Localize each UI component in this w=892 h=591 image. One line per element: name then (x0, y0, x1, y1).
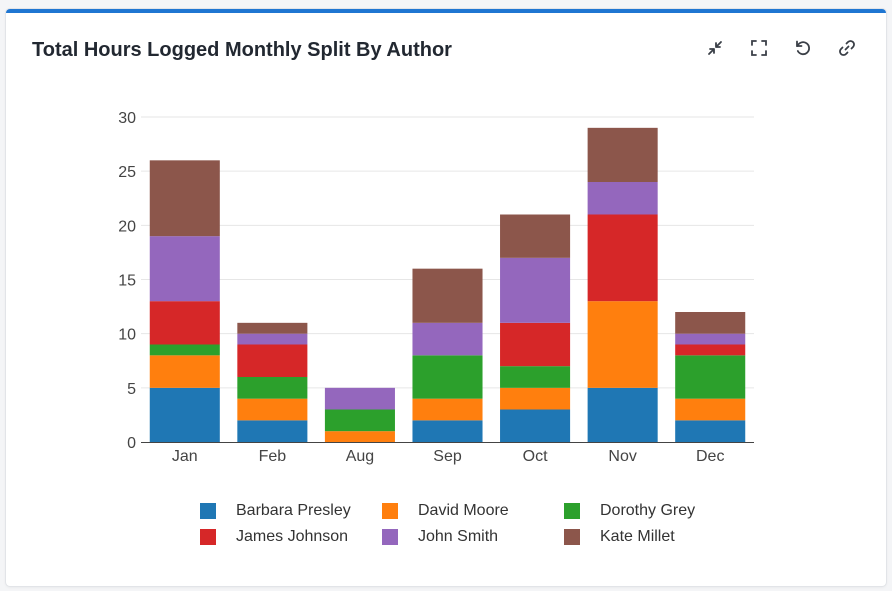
x-tick-label: Nov (608, 448, 636, 465)
y-tick-label: 5 (127, 381, 136, 398)
y-tick-label: 0 (127, 435, 136, 452)
y-tick-label: 30 (118, 110, 136, 127)
x-tick-label: Aug (346, 448, 374, 465)
legend-swatch (200, 529, 216, 545)
bar-segment[interactable] (500, 257, 571, 323)
legend-item[interactable]: Dorothy Grey (564, 501, 746, 521)
card-toolbar (704, 37, 858, 59)
bar-segment[interactable] (237, 377, 308, 399)
y-tick-label: 20 (118, 218, 136, 235)
bar-segment[interactable] (587, 301, 658, 388)
card-accent-bar (6, 9, 886, 13)
link-icon[interactable] (836, 37, 858, 59)
stacked-bar-chart: 0 5 10 15 20 25 30 Jan Feb Aug Sep Oct Nov Dec (118, 110, 754, 465)
bar-segment[interactable] (324, 409, 395, 432)
legend-item[interactable]: Kate Millet (564, 527, 746, 547)
bar-segment[interactable] (587, 182, 658, 215)
legend-label: Barbara Presley (236, 502, 351, 519)
bar-segment[interactable] (587, 214, 658, 302)
legend-label: Dorothy Grey (600, 502, 696, 519)
legend-label: James Johnson (236, 528, 349, 545)
legend-swatch (564, 529, 580, 545)
chart-card: Total Hours Logged Monthly Split By Auth… (6, 9, 886, 586)
bar-segment[interactable] (237, 322, 308, 334)
y-tick-label: 10 (118, 327, 136, 344)
bar-segment[interactable] (324, 387, 395, 410)
bar-segment[interactable] (412, 420, 483, 442)
legend-item[interactable]: David Moore (382, 501, 564, 521)
bar-segment[interactable] (237, 344, 308, 378)
x-tick-label: Oct (523, 448, 548, 465)
y-tick-label: 25 (118, 164, 136, 181)
y-tick-label: 15 (118, 273, 136, 290)
legend-swatch (200, 503, 216, 519)
legend-item[interactable]: Barbara Presley (200, 501, 382, 521)
fullscreen-icon[interactable] (748, 37, 770, 59)
bar-segment[interactable] (412, 398, 483, 421)
bar-segment[interactable] (500, 387, 571, 410)
bar-segment[interactable] (237, 420, 308, 442)
bar-segment[interactable] (500, 322, 571, 367)
collapse-icon[interactable] (704, 37, 726, 59)
bar-segment[interactable] (675, 355, 746, 399)
bar-segment[interactable] (149, 387, 220, 442)
chart-title: Total Hours Logged Monthly Split By Auth… (32, 39, 452, 61)
bar-segment[interactable] (500, 214, 571, 258)
legend-item[interactable]: James Johnson (200, 527, 382, 547)
bar-segment[interactable] (587, 387, 658, 442)
bar-segment[interactable] (324, 431, 395, 442)
legend-swatch (382, 529, 398, 545)
bar-segment[interactable] (675, 344, 746, 356)
bar-segment[interactable] (149, 160, 220, 237)
bar-segment[interactable] (412, 322, 483, 356)
x-tick-label: Jan (172, 448, 198, 465)
bar-segment[interactable] (149, 301, 220, 345)
legend-item[interactable]: John Smith (382, 527, 564, 547)
bar-segment[interactable] (412, 268, 483, 323)
bar-segment[interactable] (675, 312, 746, 334)
bar-segment[interactable] (149, 344, 220, 356)
bar-segment[interactable] (587, 127, 658, 182)
refresh-icon[interactable] (792, 37, 814, 59)
bar-segment[interactable] (675, 420, 746, 442)
x-tick-label: Feb (259, 448, 287, 465)
bar-segment[interactable] (675, 333, 746, 345)
bar-segment[interactable] (500, 366, 571, 388)
chart-legend: Barbara Presley David Moore Dorothy Grey Ja… (200, 501, 720, 547)
bar-segment[interactable] (412, 355, 483, 399)
legend-label: John Smith (418, 528, 499, 545)
bar-segment[interactable] (500, 409, 571, 443)
legend-label: David Moore (418, 502, 509, 519)
bar-segment[interactable] (237, 333, 308, 345)
legend-swatch (564, 503, 580, 519)
x-tick-label: Sep (433, 448, 462, 465)
x-tick-label: Dec (696, 448, 724, 465)
bar-segment[interactable] (675, 398, 746, 421)
bar-segment[interactable] (237, 398, 308, 421)
bar-segment[interactable] (149, 236, 220, 302)
legend-label: Kate Millet (600, 528, 675, 545)
bar-segment[interactable] (149, 355, 220, 388)
legend-swatch (382, 503, 398, 519)
